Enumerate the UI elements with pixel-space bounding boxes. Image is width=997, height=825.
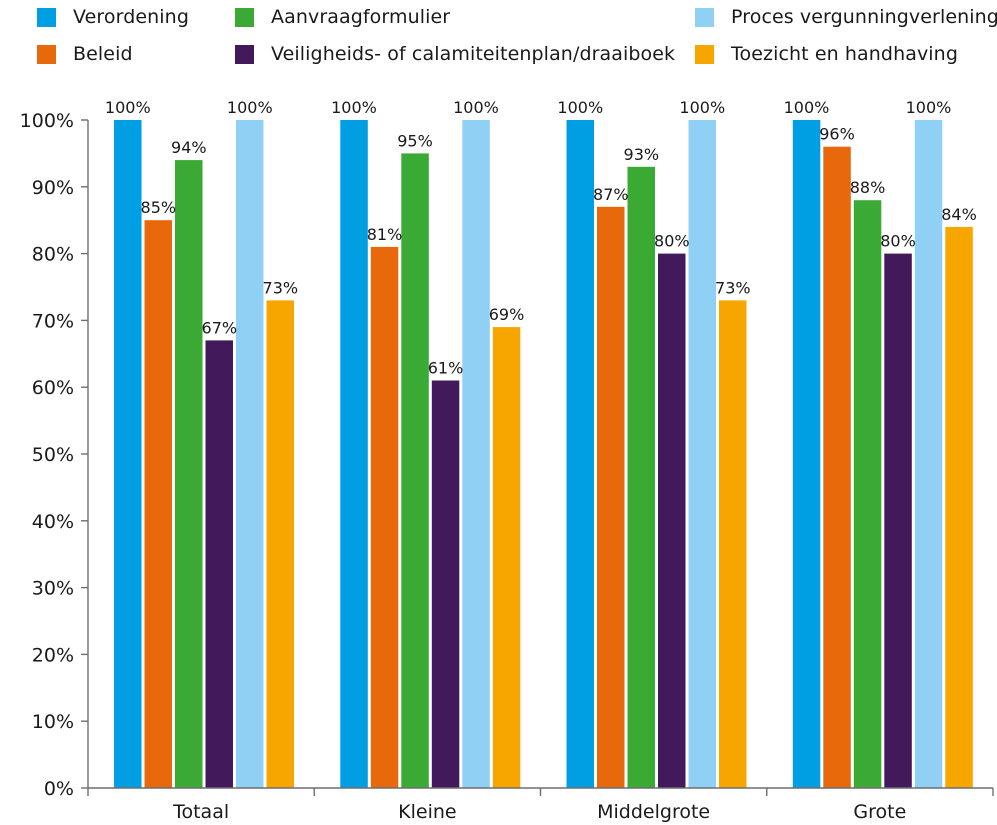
x-tick-label-3: Grote — [853, 801, 906, 823]
data-label-2-3: 80% — [654, 232, 690, 251]
bar-0-5 — [266, 300, 294, 788]
legend-label-4: Proces vergunningverlening — [731, 6, 997, 28]
legend-item-4: Proces vergunningverlening — [695, 3, 997, 31]
legend-swatch-4 — [695, 7, 714, 27]
bar-1-0 — [340, 120, 368, 788]
legend-swatch-0 — [37, 7, 56, 27]
legend-swatch-2 — [235, 7, 254, 27]
bar-2-2 — [627, 166, 655, 789]
y-tick-label-2: 20% — [32, 644, 74, 666]
data-label-1-5: 69% — [489, 305, 525, 324]
legend-item-5: Toezicht en handhaving — [695, 40, 958, 68]
y-tick-label-1: 10% — [32, 711, 74, 733]
bar-0-2 — [175, 160, 203, 789]
data-label-0-1: 85% — [141, 198, 177, 217]
data-label-0-0: 100% — [105, 98, 151, 117]
data-label-1-4: 100% — [453, 98, 499, 117]
x-tick-label-1: Kleine — [398, 801, 456, 823]
legend-label-0: Verordening — [73, 6, 189, 28]
bar-1-3 — [431, 380, 460, 788]
legend-swatch-1 — [37, 44, 56, 64]
bar-0-4 — [236, 120, 264, 788]
data-label-2-2: 93% — [624, 145, 660, 164]
data-label-2-5: 73% — [715, 278, 751, 297]
bar-2-4 — [688, 120, 716, 788]
legend-item-1: Beleid — [37, 40, 133, 68]
legend-label-2: Aanvraagformulier — [271, 6, 451, 28]
bar-3-4 — [914, 120, 943, 788]
data-label-1-0: 100% — [331, 98, 377, 117]
data-label-3-1: 96% — [819, 125, 855, 144]
y-tick-label-0: 0% — [44, 778, 74, 800]
data-label-2-0: 100% — [557, 98, 603, 117]
bar-3-3 — [884, 253, 912, 789]
bar-2-0 — [566, 120, 594, 788]
legend-item-3: Veiligheids- of calamiteitenplan/draaibo… — [235, 40, 675, 68]
legend-item-2: Aanvraagformulier — [235, 3, 450, 31]
bar-3-5 — [945, 226, 973, 788]
y-tick-label-6: 60% — [32, 377, 74, 399]
data-label-3-0: 100% — [784, 98, 830, 117]
data-label-3-5: 84% — [941, 205, 977, 224]
bar-1-5 — [492, 327, 521, 788]
data-label-0-4: 100% — [227, 98, 273, 117]
bar-2-1 — [597, 206, 625, 789]
y-tick-label-9: 90% — [32, 177, 74, 199]
data-label-2-1: 87% — [593, 185, 629, 204]
legend-swatch-5 — [695, 44, 714, 64]
data-label-2-4: 100% — [679, 98, 725, 117]
y-tick-label-3: 30% — [32, 578, 74, 600]
bar-0-3 — [205, 340, 233, 788]
bar-0-0 — [114, 120, 142, 788]
x-tick-label-2: Middelgrote — [597, 801, 710, 823]
y-tick-label-5: 50% — [32, 444, 74, 466]
legend-label-3: Veiligheids- of calamiteitenplan/draaibo… — [271, 43, 676, 65]
bar-3-1 — [823, 146, 851, 788]
y-tick-label-8: 80% — [32, 244, 74, 266]
y-tick-label-7: 70% — [32, 310, 74, 332]
data-label-0-3: 67% — [202, 318, 238, 337]
legend-swatch-3 — [235, 44, 254, 64]
data-label-3-3: 80% — [880, 232, 916, 251]
bar-2-5 — [719, 300, 747, 788]
legend-label-1: Beleid — [73, 43, 133, 65]
bar-2-3 — [658, 253, 686, 789]
data-label-1-3: 61% — [428, 359, 464, 378]
bar-0-1 — [144, 220, 172, 788]
bar-3-0 — [792, 120, 821, 788]
data-label-3-2: 88% — [850, 178, 886, 197]
y-tick-label-4: 40% — [32, 511, 74, 533]
bar-1-2 — [401, 153, 429, 788]
data-label-0-5: 73% — [263, 278, 299, 297]
chart-legend: Verordening Beleid Aanvraagformulier Veilig… — [0, 0, 997, 80]
bar-3-2 — [853, 200, 882, 788]
data-label-3-4: 100% — [906, 98, 952, 117]
data-label-0-2: 94% — [171, 138, 207, 157]
x-tick-label-0: Totaal — [172, 801, 229, 823]
bar-1-1 — [370, 246, 399, 788]
data-label-1-2: 95% — [397, 131, 433, 150]
legend-item-0: Verordening — [37, 3, 189, 31]
legend-label-5: Toezicht en handhaving — [731, 43, 958, 65]
y-tick-label-10: 100% — [20, 110, 74, 132]
bar-1-4 — [462, 120, 490, 788]
data-label-1-1: 81% — [367, 225, 403, 244]
